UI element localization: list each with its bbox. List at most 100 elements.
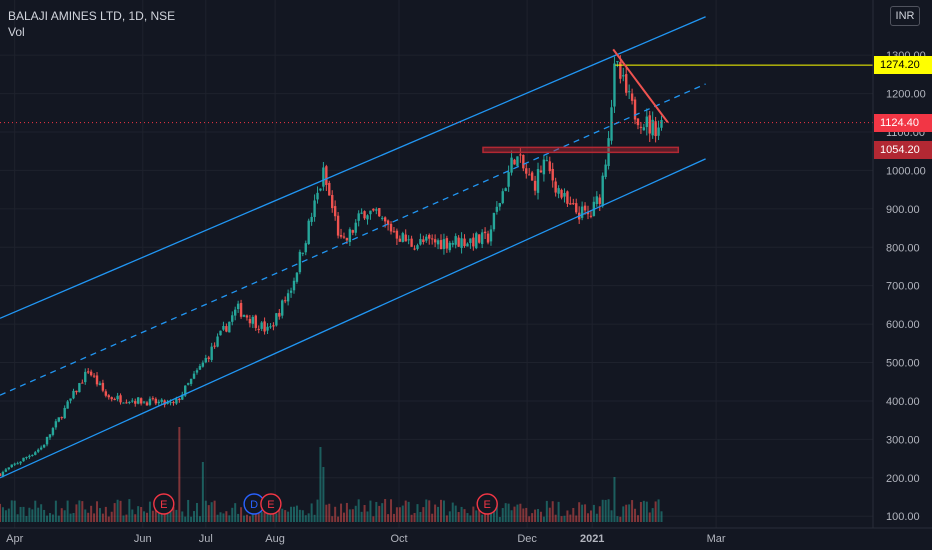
candle-body xyxy=(575,203,578,213)
price-axis[interactable] xyxy=(873,0,932,528)
candle-body xyxy=(169,402,172,404)
candle-body xyxy=(34,452,37,455)
candle-body xyxy=(142,401,146,403)
volume-bar xyxy=(410,514,413,522)
time-axis[interactable] xyxy=(0,528,932,550)
volume-bar xyxy=(548,507,551,522)
volume-bar xyxy=(169,505,172,522)
candle-body xyxy=(257,328,260,330)
price-tick-label: 100.00 xyxy=(886,511,920,523)
volume-bar xyxy=(398,507,401,522)
volume-bar xyxy=(107,516,110,522)
support-zone xyxy=(482,146,680,154)
candle-body xyxy=(57,417,60,422)
candle-body xyxy=(148,398,152,405)
price-tick-label: 900.00 xyxy=(886,204,920,216)
volume-bar xyxy=(204,500,207,522)
volume-bar xyxy=(419,512,422,522)
candlesticks xyxy=(0,55,663,478)
candle-body xyxy=(45,436,49,445)
candle-body xyxy=(131,400,134,402)
candle-body xyxy=(536,169,540,193)
candle-body xyxy=(310,216,313,222)
drawings[interactable] xyxy=(0,16,873,479)
event-label: E xyxy=(160,499,167,511)
event-marker-earnings[interactable]: E xyxy=(153,493,175,515)
candle-body xyxy=(580,206,584,218)
volume-bar xyxy=(595,513,598,522)
volume-bar xyxy=(407,501,410,522)
volume-bar xyxy=(384,499,387,522)
event-label: E xyxy=(267,499,274,511)
volume-bar xyxy=(119,500,122,522)
volume-bar xyxy=(225,511,228,522)
candle-body xyxy=(533,180,537,191)
volume-bar xyxy=(143,511,146,522)
candle-body xyxy=(454,236,457,245)
volume-bar xyxy=(654,501,657,522)
candle-body xyxy=(189,378,193,384)
volume-bar xyxy=(304,515,307,522)
candle-body xyxy=(604,164,607,177)
volume-bar xyxy=(10,500,13,522)
volume-bar xyxy=(513,506,516,522)
event-marker-earnings[interactable]: E xyxy=(476,493,498,515)
candle-body xyxy=(19,461,22,464)
candle-body xyxy=(13,463,16,465)
candle-body xyxy=(369,210,372,215)
candle-body xyxy=(598,197,601,204)
currency-badge[interactable]: INR xyxy=(890,6,920,26)
event-marker-earnings[interactable]: E xyxy=(260,493,282,515)
candle-body xyxy=(498,203,501,207)
volume-bar xyxy=(372,516,375,522)
volume-bar xyxy=(263,508,266,522)
candle-body xyxy=(425,236,428,241)
candle-body xyxy=(42,444,46,448)
volume-bar xyxy=(498,516,501,522)
candle-body xyxy=(478,234,481,243)
candle-body xyxy=(95,375,99,385)
candle-body xyxy=(298,251,302,273)
candle-body xyxy=(395,230,399,239)
volume-bar xyxy=(460,506,463,522)
candle-body xyxy=(366,215,369,220)
volume-bar xyxy=(463,509,466,522)
volume-bar xyxy=(560,516,563,522)
volume-bar xyxy=(195,503,198,522)
candle-body xyxy=(428,234,431,239)
candle-body xyxy=(422,239,425,243)
candle-body xyxy=(286,293,290,302)
volume-bar xyxy=(60,508,63,522)
candle-body xyxy=(175,398,178,404)
volume-bar xyxy=(413,513,416,522)
candle-body xyxy=(37,449,40,452)
candle-body xyxy=(619,62,622,79)
candle-body xyxy=(75,390,78,393)
volume-bar xyxy=(63,510,66,522)
candle-body xyxy=(248,319,252,324)
candle-body xyxy=(507,172,510,187)
volume-bar xyxy=(22,506,25,522)
candle-body xyxy=(181,394,184,400)
candle-body xyxy=(448,242,452,251)
candle-body xyxy=(116,395,119,400)
candle-body xyxy=(633,99,637,120)
volume-indicator-label[interactable]: Vol xyxy=(8,25,25,39)
volume-bar xyxy=(566,510,569,522)
candle-body xyxy=(51,428,55,435)
candle-body xyxy=(542,159,546,175)
volume-bar xyxy=(19,506,22,522)
symbol-title: BALAJI AMINES LTD, 1D, NSE xyxy=(8,9,176,23)
volume-bar xyxy=(451,502,454,522)
candle-body xyxy=(645,116,648,128)
candle-body xyxy=(219,330,222,336)
volume-bar xyxy=(348,509,351,522)
volume-bar xyxy=(328,503,331,522)
candle-body xyxy=(63,407,66,419)
volume-bar xyxy=(639,501,642,522)
volume-bar xyxy=(245,514,248,522)
volume-bar xyxy=(172,506,175,522)
event-label: E xyxy=(484,499,491,511)
